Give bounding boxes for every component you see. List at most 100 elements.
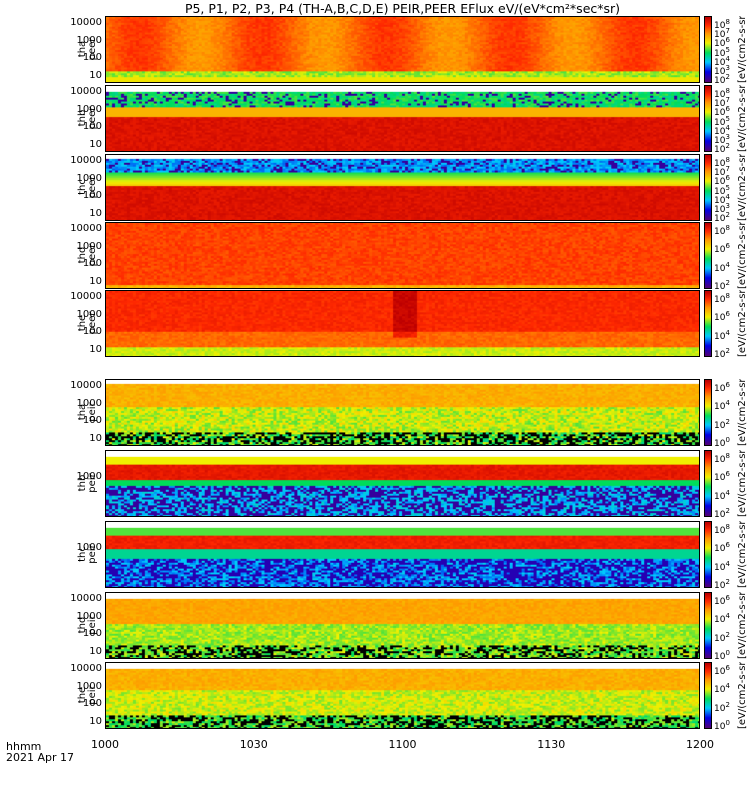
ytick-label: 100 xyxy=(82,258,102,270)
plot-title: P5, P1, P2, P3, P4 (TH-A,B,C,D,E) PEIR,P… xyxy=(184,1,621,16)
ytick-label: 1000 xyxy=(76,172,102,184)
spectrogram-image xyxy=(106,522,699,587)
date-label: 2021 Apr 17 xyxy=(6,751,75,764)
ytick-label: 1000 xyxy=(76,610,102,622)
colorbar-tick: 100 xyxy=(714,436,730,449)
colorbar-unit-label: [eV/(cm2-s-sr-eV)] Eflux, (eV/(cm^2*s*sr… xyxy=(737,662,749,729)
ytick-label: 10 xyxy=(89,276,102,288)
spectrogram-the-peir xyxy=(105,662,700,729)
ytick-label: 100 xyxy=(82,52,102,64)
spectrogram-tha-peir xyxy=(105,379,700,446)
colorbar xyxy=(704,16,712,83)
colorbar-tick: 100 xyxy=(714,719,730,732)
ytick-label: 10 xyxy=(89,208,102,220)
ytick-label: 10 xyxy=(89,139,102,151)
colorbar-tick: 106 xyxy=(714,174,730,188)
spectrogram-image xyxy=(106,86,699,151)
spectrogram-image xyxy=(106,663,699,728)
spectrogram-thc-peir xyxy=(105,521,700,588)
colorbar-tick: 102 xyxy=(714,347,730,360)
colorbar xyxy=(704,450,712,517)
colorbar-tick: 102 xyxy=(714,507,730,520)
xtick-label: 1130 xyxy=(537,738,566,751)
colorbar-tick: 107 xyxy=(714,96,730,110)
spectrogram-image xyxy=(106,593,699,658)
colorbar-tick: 104 xyxy=(714,192,730,206)
colorbar-unit-label: [eV/(cm2-s-sr-eV)] Eflux, (eV/(cm^2*s*sr… xyxy=(737,379,749,446)
spectrogram-image xyxy=(106,291,699,356)
colorbar-tick: 106 xyxy=(714,105,730,119)
colorbar-tick: 102 xyxy=(714,417,730,431)
colorbar-tick: 105 xyxy=(714,114,730,128)
spectrogram-thb-peer xyxy=(105,85,700,152)
ytick-label: 10 xyxy=(89,344,102,356)
colorbar xyxy=(704,85,712,152)
colorbar xyxy=(704,379,712,446)
spectrogram-thd-peir xyxy=(105,592,700,659)
colorbar-tick: 102 xyxy=(714,700,730,714)
colorbar xyxy=(704,662,712,729)
xtick-label: 1000 xyxy=(91,738,119,751)
colorbar-tick: 106 xyxy=(714,541,730,555)
colorbar-tick: 104 xyxy=(714,123,730,137)
ytick-label: 1000 xyxy=(76,397,102,409)
spectrogram-image xyxy=(106,380,699,445)
colorbar-tick: 104 xyxy=(714,488,730,502)
colorbar-tick: 106 xyxy=(714,381,730,394)
ytick-label: 10 xyxy=(89,70,102,82)
ytick-label: 10 xyxy=(89,716,102,728)
colorbar-tick: 100 xyxy=(714,649,730,662)
colorbar xyxy=(704,222,712,289)
ytick-label: 1000 xyxy=(76,680,102,692)
colorbar xyxy=(704,290,712,357)
ytick-label: 10 xyxy=(89,646,102,658)
spectrogram-image xyxy=(106,451,699,516)
colorbar-tick: 104 xyxy=(714,260,730,274)
ytick-label: 10000 xyxy=(70,662,102,674)
colorbar-tick: 102 xyxy=(714,630,730,644)
colorbar-unit-label: [eV/(cm2-s-sr-eV)] Eflux, (eV/(cm^2*s*sr… xyxy=(737,521,749,588)
colorbar-tick: 103 xyxy=(714,63,730,77)
ytick-label: 10000 xyxy=(70,379,102,391)
ytick-label: 1000 xyxy=(76,541,102,553)
xtick-label: 1100 xyxy=(388,738,417,751)
ytick-label: 100 xyxy=(82,326,102,338)
colorbar-tick: 105 xyxy=(714,45,730,59)
spectrogram-image xyxy=(106,155,699,220)
colorbar-tick: 104 xyxy=(714,682,730,696)
colorbar-unit-label: [eV/(cm2-s-sr-eV)] Eflux, (eV/(cm^2*s*sr… xyxy=(737,16,749,83)
colorbar-tick: 108 xyxy=(714,87,730,100)
ytick-label: 10000 xyxy=(70,16,102,28)
colorbar-unit-label: [eV/(cm2-s-sr-eV)] Eflux, (eV/(cm^2*s*sr… xyxy=(737,154,749,221)
colorbar-tick: 106 xyxy=(714,664,730,677)
ytick-label: 1000 xyxy=(76,34,102,46)
colorbar xyxy=(704,592,712,659)
colorbar-tick: 103 xyxy=(714,132,730,146)
colorbar-tick: 108 xyxy=(714,452,730,465)
ytick-label: 100 xyxy=(82,698,102,710)
spectrogram-tha-peer xyxy=(105,16,700,83)
spectrogram-thd-peer xyxy=(105,222,700,289)
spectrogram-thc-peer xyxy=(105,154,700,221)
colorbar-tick: 104 xyxy=(714,54,730,68)
xtick-label: 1200 xyxy=(686,738,714,751)
colorbar-tick: 106 xyxy=(714,242,730,256)
colorbar xyxy=(704,521,712,588)
ytick-label: 1000 xyxy=(76,308,102,320)
colorbar-tick: 104 xyxy=(714,612,730,626)
ytick-label: 100 xyxy=(82,190,102,202)
ytick-label: 10 xyxy=(89,433,102,445)
colorbar-unit-label: [eV/(cm2-s-sr-eV)] Eflux, (eV/(cm^2*s*sr… xyxy=(737,592,749,659)
ytick-label: 1000 xyxy=(76,470,102,482)
colorbar xyxy=(704,154,712,221)
colorbar-tick: 102 xyxy=(714,578,730,591)
colorbar-tick: 106 xyxy=(714,594,730,607)
spectrogram-the-peer xyxy=(105,290,700,357)
ytick-label: 100 xyxy=(82,415,102,427)
colorbar-tick: 106 xyxy=(714,470,730,484)
ytick-label: 1000 xyxy=(76,240,102,252)
colorbar-tick: 102 xyxy=(714,211,730,224)
colorbar-unit-label: [eV/(cm2-s-sr-eV)] Eflux, (eV/(cm^2*s*sr… xyxy=(737,222,749,289)
ytick-label: 10000 xyxy=(70,592,102,604)
